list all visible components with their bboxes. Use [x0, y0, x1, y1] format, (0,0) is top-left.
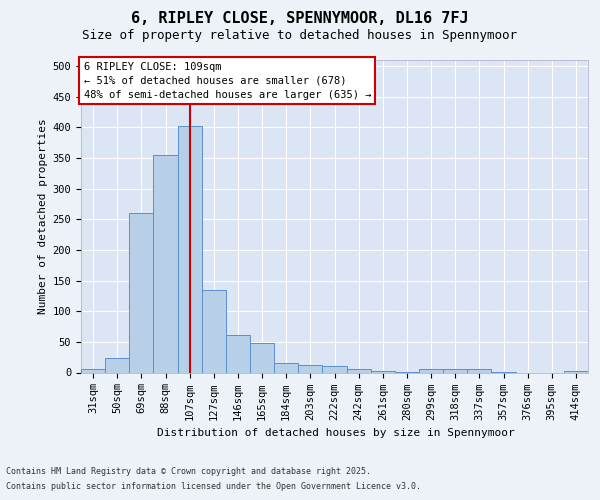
- Bar: [202, 290, 226, 372]
- Text: Size of property relative to detached houses in Spennymoor: Size of property relative to detached ho…: [83, 29, 517, 42]
- Text: Distribution of detached houses by size in Spennymoor: Distribution of detached houses by size …: [157, 428, 515, 438]
- Bar: [129, 213, 154, 372]
- Bar: [178, 126, 202, 372]
- Text: Contains HM Land Registry data © Crown copyright and database right 2025.: Contains HM Land Registry data © Crown c…: [6, 467, 371, 476]
- Bar: [298, 364, 322, 372]
- Bar: [250, 343, 274, 372]
- Bar: [274, 362, 298, 372]
- Text: Contains public sector information licensed under the Open Government Licence v3: Contains public sector information licen…: [6, 482, 421, 491]
- Bar: [226, 334, 250, 372]
- Bar: [105, 358, 129, 372]
- Bar: [81, 370, 105, 372]
- Bar: [347, 369, 371, 372]
- Y-axis label: Number of detached properties: Number of detached properties: [38, 118, 49, 314]
- Bar: [467, 370, 491, 372]
- Bar: [419, 370, 443, 372]
- Bar: [154, 155, 178, 372]
- Bar: [443, 370, 467, 372]
- Text: 6 RIPLEY CLOSE: 109sqm
← 51% of detached houses are smaller (678)
48% of semi-de: 6 RIPLEY CLOSE: 109sqm ← 51% of detached…: [83, 62, 371, 100]
- Text: 6, RIPLEY CLOSE, SPENNYMOOR, DL16 7FJ: 6, RIPLEY CLOSE, SPENNYMOOR, DL16 7FJ: [131, 11, 469, 26]
- Bar: [322, 366, 347, 372]
